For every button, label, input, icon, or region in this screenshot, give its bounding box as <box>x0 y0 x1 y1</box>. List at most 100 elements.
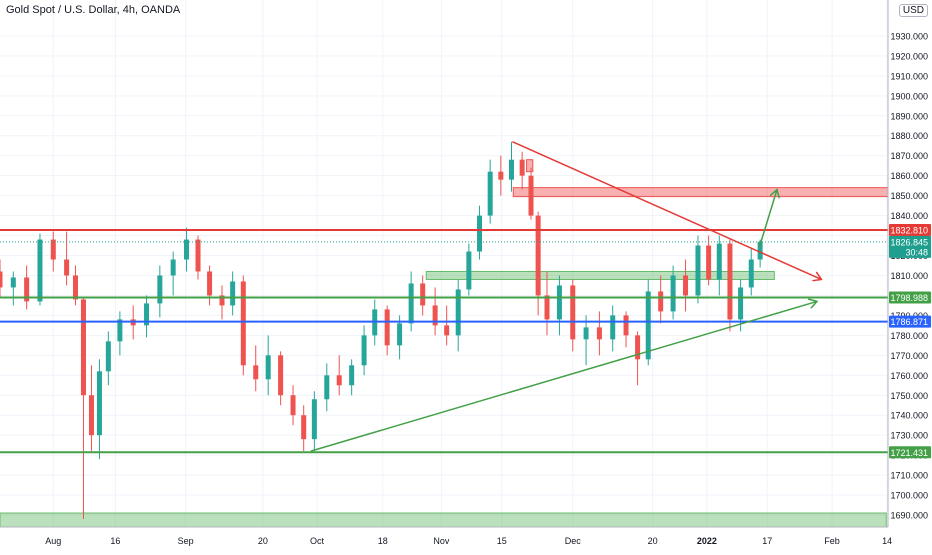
candle-body <box>64 259 70 276</box>
x-tick-label: Dec <box>565 536 582 546</box>
price-label-box <box>889 235 931 258</box>
x-tick-label: 15 <box>497 536 507 546</box>
candle-body <box>466 251 472 290</box>
candle-body <box>72 275 78 300</box>
candle-body <box>528 175 534 216</box>
candle-body <box>349 365 355 386</box>
y-tick-label: 1900.000 <box>890 91 928 101</box>
chart-title: Gold Spot / U.S. Dollar, 4h, OANDA <box>6 4 181 16</box>
candle-body <box>508 159 514 180</box>
x-tick-label: Nov <box>433 536 450 546</box>
candle-body <box>570 285 576 340</box>
price-label-text: 1832.810 <box>890 225 928 235</box>
candle-body <box>311 399 317 440</box>
candle-body <box>105 341 111 372</box>
candle-body <box>117 319 123 342</box>
candle-body <box>144 303 150 326</box>
candle-body <box>24 277 30 302</box>
candle-body <box>535 215 541 296</box>
candle-body <box>253 365 259 380</box>
candle-body <box>10 277 16 288</box>
y-tick-label: 1770.000 <box>890 351 928 361</box>
candle-body <box>487 171 493 216</box>
y-tick-label: 1890.000 <box>890 111 928 121</box>
candle-body <box>748 259 754 288</box>
trend-line <box>512 141 821 280</box>
x-tick-label: 17 <box>762 536 772 546</box>
y-tick-label: 1690.000 <box>890 511 928 521</box>
candle-body <box>88 395 94 436</box>
y-tick-label: 1740.000 <box>890 411 928 421</box>
candle-body <box>757 241 763 260</box>
candle-body <box>556 285 562 320</box>
zone-rect <box>425 270 775 280</box>
candle-body <box>183 239 189 260</box>
x-tick-label: Feb <box>824 536 840 546</box>
candle-body <box>50 239 56 260</box>
x-tick-label: 14 <box>882 536 892 546</box>
candle-body <box>477 215 483 252</box>
price-label-box <box>889 446 931 459</box>
x-tick-label: 16 <box>110 536 120 546</box>
candle-body <box>219 295 225 306</box>
countdown-label: 30:48 <box>905 247 928 257</box>
x-tick-label: Oct <box>310 536 325 546</box>
y-tick-label: 1730.000 <box>890 431 928 441</box>
price-axis <box>888 0 932 550</box>
price-label-text: 1721.431 <box>890 448 928 458</box>
candle-body <box>324 375 330 400</box>
candle-body <box>37 239 43 302</box>
candle-body <box>596 327 602 340</box>
candle-body <box>455 289 461 336</box>
candle-body <box>96 371 102 436</box>
candle-body <box>432 305 438 326</box>
trend-line <box>758 190 777 248</box>
candle-body <box>623 315 629 336</box>
zone-rect <box>512 187 893 198</box>
candle-body <box>519 159 525 176</box>
candle-body <box>361 335 367 366</box>
y-tick-label: 1880.000 <box>890 131 928 141</box>
price-label-box <box>889 223 931 236</box>
y-tick-label: 1840.000 <box>890 211 928 221</box>
y-tick-label: 1760.000 <box>890 371 928 381</box>
candle-body <box>0 271 3 288</box>
x-tick-label: 2022 <box>697 536 717 546</box>
candle-body <box>301 415 307 440</box>
candle-body <box>583 327 589 340</box>
currency-button[interactable]: USD <box>898 4 928 17</box>
candle-body <box>290 395 296 416</box>
price-label-text: 1798.988 <box>890 293 928 303</box>
zone-rect <box>0 512 887 528</box>
y-tick-label: 1700.000 <box>890 491 928 501</box>
y-tick-label: 1810.000 <box>890 271 928 281</box>
candle-body <box>683 275 689 296</box>
x-tick-label: 20 <box>648 536 658 546</box>
candle-body <box>444 325 450 336</box>
candle-body <box>397 323 403 346</box>
y-tick-label: 1930.000 <box>890 31 928 41</box>
price-label-text: 1786.871 <box>890 317 928 327</box>
price-label-box <box>889 291 931 304</box>
candle-body <box>670 275 676 312</box>
y-tick-label: 1850.000 <box>890 191 928 201</box>
candle-body <box>265 355 271 380</box>
candle-body <box>230 281 236 306</box>
candle-body <box>695 245 701 296</box>
candle-body <box>384 309 390 346</box>
candle-body <box>278 355 284 396</box>
candle-body <box>336 375 342 386</box>
y-tick-label: 1750.000 <box>890 391 928 401</box>
y-tick-label: 1780.000 <box>890 331 928 341</box>
zone-rect <box>526 159 534 173</box>
x-tick-label: Sep <box>178 536 194 546</box>
candle-body <box>645 291 651 360</box>
candle-body <box>498 171 504 180</box>
candle-body <box>240 281 246 366</box>
candle-body <box>706 245 712 280</box>
y-tick-label: 1920.000 <box>890 51 928 61</box>
price-label-box <box>889 315 931 328</box>
candle-body <box>80 299 86 396</box>
